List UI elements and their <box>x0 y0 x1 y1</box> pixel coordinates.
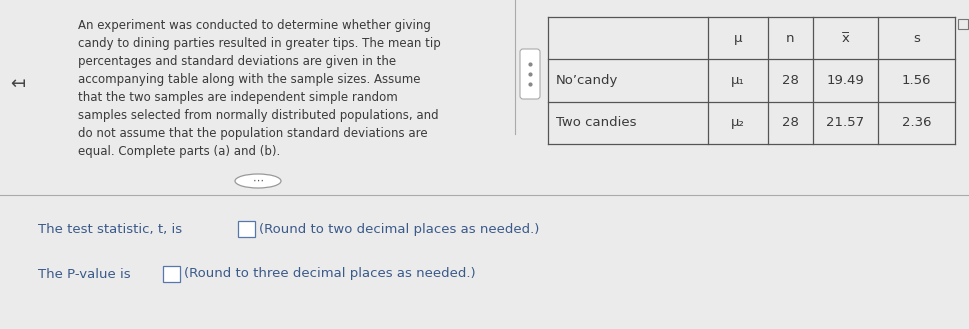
Text: The P-value is: The P-value is <box>38 267 131 281</box>
Text: ⋯: ⋯ <box>253 176 264 186</box>
Text: Two candies: Two candies <box>556 116 637 129</box>
Text: n: n <box>786 32 795 45</box>
Text: ↤: ↤ <box>11 75 25 93</box>
Text: μ₁: μ₁ <box>732 74 745 87</box>
Text: No’candy: No’candy <box>556 74 618 87</box>
Text: 21.57: 21.57 <box>827 116 864 129</box>
Text: 1.56: 1.56 <box>902 74 931 87</box>
FancyBboxPatch shape <box>520 49 540 99</box>
Ellipse shape <box>235 174 281 188</box>
Text: An experiment was conducted to determine whether giving
candy to dining parties : An experiment was conducted to determine… <box>78 19 441 158</box>
Bar <box>163 266 180 282</box>
Text: μ: μ <box>734 32 742 45</box>
Text: 2.36: 2.36 <box>902 116 931 129</box>
Text: μ₂: μ₂ <box>731 116 745 129</box>
Text: (Round to three decimal places as needed.): (Round to three decimal places as needed… <box>184 267 476 281</box>
Text: 19.49: 19.49 <box>827 74 864 87</box>
Bar <box>238 221 255 237</box>
Text: s: s <box>913 32 920 45</box>
Text: 28: 28 <box>782 74 798 87</box>
Text: 28: 28 <box>782 116 798 129</box>
Text: (Round to two decimal places as needed.): (Round to two decimal places as needed.) <box>259 222 540 236</box>
Bar <box>958 19 968 29</box>
Text: x̅: x̅ <box>841 32 850 45</box>
Text: The test statistic, t, is: The test statistic, t, is <box>38 222 182 236</box>
